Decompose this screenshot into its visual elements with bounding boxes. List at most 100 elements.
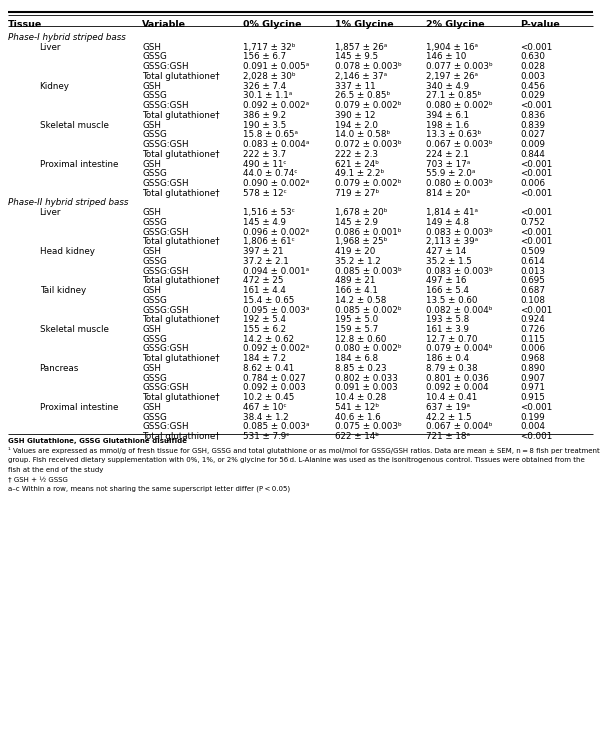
Text: 1,857 ± 26ᵃ: 1,857 ± 26ᵃ bbox=[335, 42, 387, 52]
Text: 0.027: 0.027 bbox=[520, 130, 545, 139]
Text: <0.001: <0.001 bbox=[520, 432, 553, 441]
Text: 0.695: 0.695 bbox=[520, 276, 545, 285]
Text: 12.7 ± 0.70: 12.7 ± 0.70 bbox=[426, 335, 478, 344]
Text: GSSG:GSH: GSSG:GSH bbox=[142, 179, 189, 188]
Text: 703 ± 17ᵃ: 703 ± 17ᵃ bbox=[426, 160, 470, 168]
Text: GSSG: GSSG bbox=[142, 53, 167, 61]
Text: GSH: GSH bbox=[142, 286, 161, 295]
Text: 1,806 ± 61ᶜ: 1,806 ± 61ᶜ bbox=[243, 237, 295, 247]
Text: 0.009: 0.009 bbox=[520, 140, 545, 149]
Text: 0.090 ± 0.002ᵃ: 0.090 ± 0.002ᵃ bbox=[243, 179, 309, 188]
Text: 0.614: 0.614 bbox=[520, 257, 545, 266]
Text: GSSG: GSSG bbox=[142, 413, 167, 422]
Text: <0.001: <0.001 bbox=[520, 228, 553, 236]
Text: 49.1 ± 2.2ᵇ: 49.1 ± 2.2ᵇ bbox=[335, 169, 384, 178]
Text: 0.075 ± 0.003ᵇ: 0.075 ± 0.003ᵇ bbox=[335, 422, 401, 431]
Text: 0.092 ± 0.004: 0.092 ± 0.004 bbox=[426, 384, 488, 392]
Text: 55.9 ± 2.0ᵃ: 55.9 ± 2.0ᵃ bbox=[426, 169, 475, 178]
Text: 194 ± 2.0: 194 ± 2.0 bbox=[335, 121, 378, 130]
Text: 193 ± 5.8: 193 ± 5.8 bbox=[426, 315, 469, 324]
Text: Tissue: Tissue bbox=[8, 20, 42, 29]
Text: 0.067 ± 0.004ᵇ: 0.067 ± 0.004ᵇ bbox=[426, 422, 493, 431]
Text: 0.085 ± 0.003ᵃ: 0.085 ± 0.003ᵃ bbox=[243, 422, 310, 431]
Text: 0.067 ± 0.003ᵇ: 0.067 ± 0.003ᵇ bbox=[426, 140, 493, 149]
Text: Kidney: Kidney bbox=[40, 81, 70, 91]
Text: <0.001: <0.001 bbox=[520, 169, 553, 178]
Text: <0.001: <0.001 bbox=[520, 42, 553, 52]
Text: GSSG: GSSG bbox=[142, 218, 167, 227]
Text: 394 ± 6.1: 394 ± 6.1 bbox=[426, 111, 469, 120]
Text: 2,146 ± 37ᵃ: 2,146 ± 37ᵃ bbox=[335, 72, 387, 81]
Text: 0.083 ± 0.004ᵃ: 0.083 ± 0.004ᵃ bbox=[243, 140, 310, 149]
Text: 26.5 ± 0.85ᵇ: 26.5 ± 0.85ᵇ bbox=[335, 92, 390, 100]
Text: 166 ± 4.1: 166 ± 4.1 bbox=[335, 286, 377, 295]
Text: P-value: P-value bbox=[520, 20, 560, 29]
Text: Liver: Liver bbox=[40, 42, 61, 52]
Text: 0.456: 0.456 bbox=[520, 81, 545, 91]
Text: 14.0 ± 0.58ᵇ: 14.0 ± 0.58ᵇ bbox=[335, 130, 390, 139]
Text: GSSG: GSSG bbox=[142, 169, 167, 178]
Text: 1,968 ± 25ᵇ: 1,968 ± 25ᵇ bbox=[335, 237, 387, 247]
Text: GSH: GSH bbox=[142, 42, 161, 52]
Text: 0.079 ± 0.004ᵇ: 0.079 ± 0.004ᵇ bbox=[426, 345, 493, 354]
Text: 0.091 ± 0.003: 0.091 ± 0.003 bbox=[335, 384, 398, 392]
Text: 637 ± 19ᵃ: 637 ± 19ᵃ bbox=[426, 403, 470, 412]
Text: 145 ± 4.9: 145 ± 4.9 bbox=[243, 218, 286, 227]
Text: Phase-II hybrid striped bass: Phase-II hybrid striped bass bbox=[8, 198, 128, 207]
Text: 0.094 ± 0.001ᵃ: 0.094 ± 0.001ᵃ bbox=[243, 266, 309, 275]
Text: 0.839: 0.839 bbox=[520, 121, 545, 130]
Text: 149 ± 4.8: 149 ± 4.8 bbox=[426, 218, 469, 227]
Text: GSSG:GSH: GSSG:GSH bbox=[142, 266, 189, 275]
Text: 0.971: 0.971 bbox=[520, 384, 545, 392]
Text: 35.2 ± 1.5: 35.2 ± 1.5 bbox=[426, 257, 472, 266]
Text: 184 ± 7.2: 184 ± 7.2 bbox=[243, 354, 286, 363]
Text: Variable: Variable bbox=[142, 20, 186, 29]
Text: <0.001: <0.001 bbox=[520, 208, 553, 217]
Text: <0.001: <0.001 bbox=[520, 101, 553, 110]
Text: 222 ± 2.3: 222 ± 2.3 bbox=[335, 150, 378, 159]
Text: 578 ± 12ᶜ: 578 ± 12ᶜ bbox=[243, 189, 287, 198]
Text: 12.8 ± 0.60: 12.8 ± 0.60 bbox=[335, 335, 386, 344]
Text: GSSG:GSH: GSSG:GSH bbox=[142, 384, 189, 392]
Text: 0.083 ± 0.003ᵇ: 0.083 ± 0.003ᵇ bbox=[426, 228, 493, 236]
Text: Tail kidney: Tail kidney bbox=[40, 286, 86, 295]
Text: 0.509: 0.509 bbox=[520, 247, 545, 256]
Text: <0.001: <0.001 bbox=[520, 189, 553, 198]
Text: 490 ± 11ᶜ: 490 ± 11ᶜ bbox=[243, 160, 287, 168]
Text: Total glutathione†: Total glutathione† bbox=[142, 150, 220, 159]
Text: 340 ± 4.9: 340 ± 4.9 bbox=[426, 81, 469, 91]
Text: 2% Glycine: 2% Glycine bbox=[426, 20, 485, 29]
Text: 0.726: 0.726 bbox=[520, 325, 545, 334]
Text: Proximal intestine: Proximal intestine bbox=[40, 403, 118, 412]
Text: 2,113 ± 39ᵃ: 2,113 ± 39ᵃ bbox=[426, 237, 478, 247]
Text: 15.8 ± 0.65ᵃ: 15.8 ± 0.65ᵃ bbox=[243, 130, 298, 139]
Text: 326 ± 7.4: 326 ± 7.4 bbox=[243, 81, 286, 91]
Text: 0.003: 0.003 bbox=[520, 72, 545, 81]
Text: 0% Glycine: 0% Glycine bbox=[243, 20, 302, 29]
Text: Total glutathione†: Total glutathione† bbox=[142, 354, 220, 363]
Text: group. Fish received dietary supplementation with 0%, 1%, or 2% glycine for 56 d: group. Fish received dietary supplementa… bbox=[8, 457, 584, 463]
Text: 156 ± 6.7: 156 ± 6.7 bbox=[243, 53, 286, 61]
Text: GSH: GSH bbox=[142, 247, 161, 256]
Text: <0.001: <0.001 bbox=[520, 305, 553, 315]
Text: 531 ± 7.9ᶜ: 531 ± 7.9ᶜ bbox=[243, 432, 289, 441]
Text: GSH: GSH bbox=[142, 325, 161, 334]
Text: GSSG: GSSG bbox=[142, 92, 167, 100]
Text: <0.001: <0.001 bbox=[520, 237, 553, 247]
Text: 190 ± 3.5: 190 ± 3.5 bbox=[243, 121, 286, 130]
Text: GSSG: GSSG bbox=[142, 296, 167, 305]
Text: Head kidney: Head kidney bbox=[40, 247, 94, 256]
Text: Pancreas: Pancreas bbox=[40, 364, 79, 373]
Text: Liver: Liver bbox=[40, 208, 61, 217]
Text: 0.630: 0.630 bbox=[520, 53, 545, 61]
Text: 42.2 ± 1.5: 42.2 ± 1.5 bbox=[426, 413, 472, 422]
Text: 38.4 ± 1.2: 38.4 ± 1.2 bbox=[243, 413, 289, 422]
Text: Total glutathione†: Total glutathione† bbox=[142, 237, 220, 247]
Text: Total glutathione†: Total glutathione† bbox=[142, 111, 220, 120]
Text: 1,516 ± 53ᶜ: 1,516 ± 53ᶜ bbox=[243, 208, 295, 217]
Text: 224 ± 2.1: 224 ± 2.1 bbox=[426, 150, 469, 159]
Text: 0.784 ± 0.027: 0.784 ± 0.027 bbox=[243, 373, 306, 383]
Text: GSH: GSH bbox=[142, 364, 161, 373]
Text: 2,197 ± 26ᵃ: 2,197 ± 26ᵃ bbox=[426, 72, 478, 81]
Text: 0.092 ± 0.003: 0.092 ± 0.003 bbox=[243, 384, 306, 392]
